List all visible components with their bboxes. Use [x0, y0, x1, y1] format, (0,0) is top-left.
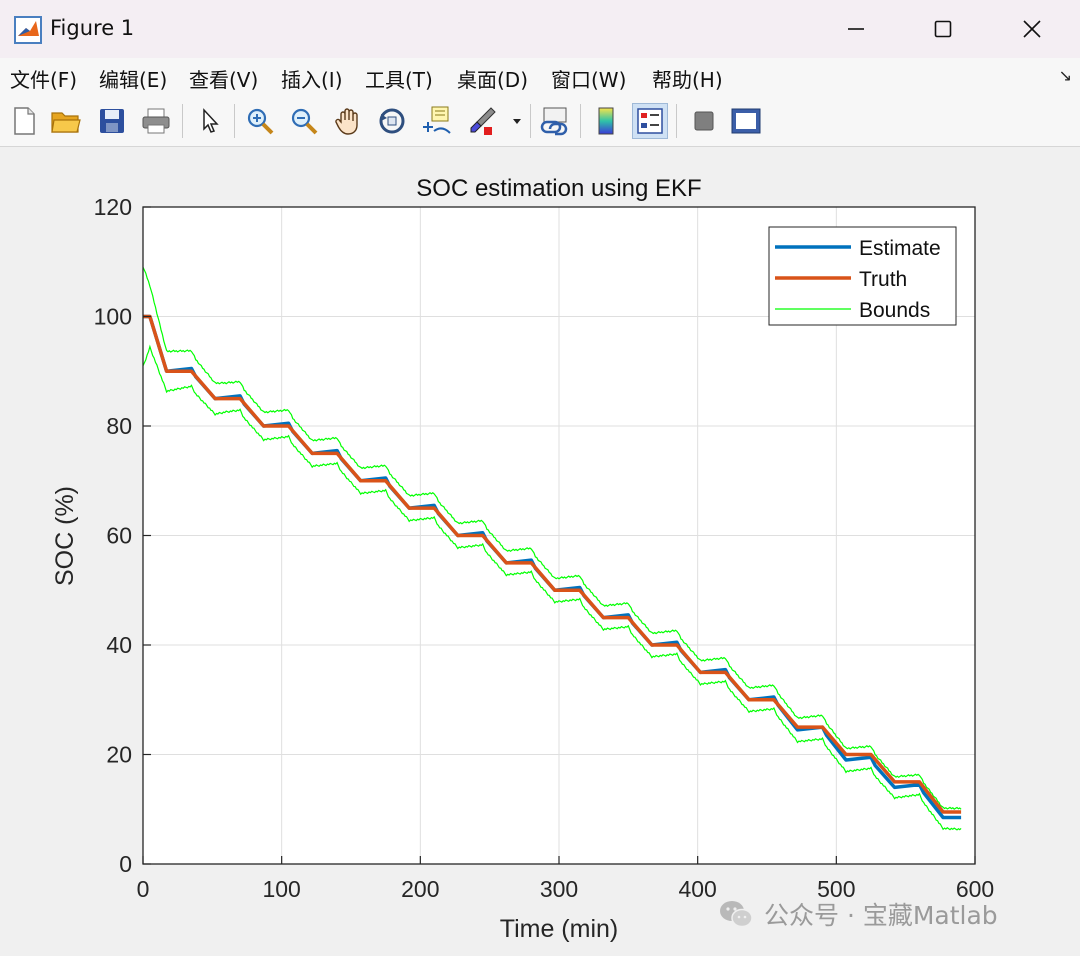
y-tick-label: 0: [119, 851, 132, 877]
print-button[interactable]: [138, 103, 174, 139]
colorbar-button[interactable]: [588, 103, 624, 139]
legend-label-truth: Truth: [859, 268, 907, 291]
x-tick-label: 400: [678, 876, 716, 902]
new-figure-icon: [14, 107, 35, 135]
show-plot-tools-button[interactable]: [728, 103, 764, 139]
y-tick-label: 60: [106, 523, 132, 549]
colorbar-icon: [598, 107, 614, 135]
show-plot-tools-icon: [731, 108, 761, 134]
menu-window[interactable]: 窗口(W): [551, 68, 627, 92]
legend-icon: [637, 108, 663, 134]
menu-view[interactable]: 查看(V): [189, 68, 259, 92]
minimize-icon: [848, 28, 864, 30]
x-tick-label: 500: [817, 876, 855, 902]
close-button[interactable]: [986, 0, 1078, 58]
y-axis-ticks: 0 20 40 60 80 100 120: [94, 194, 151, 877]
wechat-icon: [720, 901, 753, 928]
link-plot-button[interactable]: [536, 103, 572, 139]
toolbar-separator: [234, 104, 235, 138]
legend[interactable]: Estimate Truth Bounds: [768, 226, 957, 326]
toolbar-separator: [676, 104, 677, 138]
matlab-logo-icon: [14, 16, 42, 44]
menu-tools[interactable]: 工具(T): [365, 68, 433, 92]
menu-desktop[interactable]: 桌面(D): [457, 68, 529, 92]
watermark-text: 公众号 · 宝藏Matlab: [764, 901, 998, 930]
x-tick-label: 100: [262, 876, 300, 902]
rotate-3d-button[interactable]: [374, 103, 410, 139]
legend-label-bounds: Bounds: [859, 299, 930, 322]
data-cursor-button[interactable]: [418, 103, 454, 139]
bounds-lower-line: [142, 344, 962, 831]
open-file-icon: [51, 112, 81, 133]
save-button[interactable]: [94, 103, 130, 139]
y-axis-label: SOC (%): [51, 486, 79, 586]
window-title-bar: Figure 1: [0, 0, 1080, 58]
pointer-button[interactable]: [192, 103, 228, 139]
menu-bar: 文件(F) 编辑(E) 查看(V) 插入(I) 工具(T) 桌面(D) 窗口(W…: [0, 58, 1080, 96]
close-icon: [1023, 20, 1041, 38]
menu-help[interactable]: 帮助(H): [652, 68, 723, 92]
zoom-out-button[interactable]: [286, 103, 322, 139]
chart-title: SOC estimation using EKF: [416, 175, 701, 202]
pointer-icon: [203, 108, 219, 133]
figure-toolbar: [0, 96, 1080, 147]
bounds-upper-line: [142, 266, 962, 810]
x-tick-label: 600: [956, 876, 994, 902]
menu-insert[interactable]: 插入(I): [281, 68, 343, 92]
brush-icon: [470, 107, 496, 135]
x-tick-label: 0: [137, 876, 150, 902]
truth-series: [143, 314, 962, 814]
soc-line-chart[interactable]: 0 100 200 300 400 500 600 0 20 40 60 80 100 120 SOC …: [4, 147, 1076, 952]
watermark: 公众号 · 宝藏Matlab: [718, 896, 998, 932]
toolbar-separator: [530, 104, 531, 138]
bounds-series: [142, 266, 962, 831]
brush-dropdown-button[interactable]: [502, 103, 532, 139]
brush-button[interactable]: [464, 103, 500, 139]
hide-plot-tools-icon: [694, 111, 714, 131]
maximize-button[interactable]: [897, 0, 989, 58]
y-tick-label: 100: [94, 304, 132, 330]
print-icon: [142, 108, 170, 134]
rotate-3d-icon: [379, 108, 405, 134]
toolbar-separator: [580, 104, 581, 138]
zoom-in-icon: [247, 108, 274, 135]
minimize-button[interactable]: [810, 0, 902, 58]
menu-edit[interactable]: 编辑(E): [99, 68, 168, 92]
truth-line: [143, 314, 962, 814]
x-tick-label: 200: [401, 876, 439, 902]
toolbar-separator: [182, 104, 183, 138]
maximize-icon: [934, 20, 952, 38]
pan-hand-icon: [335, 108, 358, 135]
y-tick-label: 40: [106, 632, 132, 658]
zoom-out-icon: [291, 108, 318, 135]
y-tick-label: 80: [106, 413, 132, 439]
open-file-button[interactable]: [48, 103, 84, 139]
hide-plot-tools-button[interactable]: [686, 103, 722, 139]
x-axis-label: Time (min): [500, 915, 619, 943]
pan-button[interactable]: [330, 103, 366, 139]
x-axis-ticks: 0 100 200 300 400 500 600: [137, 856, 994, 902]
chevron-down-icon: [513, 119, 521, 124]
dock-arrow-icon[interactable]: ↘: [1058, 66, 1072, 85]
legend-button[interactable]: [632, 103, 668, 139]
new-figure-button[interactable]: [6, 103, 42, 139]
legend-label-estimate: Estimate: [859, 237, 941, 260]
y-tick-label: 120: [94, 194, 132, 220]
y-tick-label: 20: [106, 742, 132, 768]
data-cursor-icon: [423, 106, 451, 134]
save-icon: [100, 109, 124, 133]
window-title: Figure 1: [50, 16, 135, 40]
menu-file[interactable]: 文件(F): [10, 68, 78, 92]
x-tick-label: 300: [540, 876, 578, 902]
figure-canvas: 0 100 200 300 400 500 600 0 20 40 60 80 100 120 SOC …: [4, 147, 1076, 952]
link-icon: [540, 107, 568, 136]
zoom-in-button[interactable]: [242, 103, 278, 139]
